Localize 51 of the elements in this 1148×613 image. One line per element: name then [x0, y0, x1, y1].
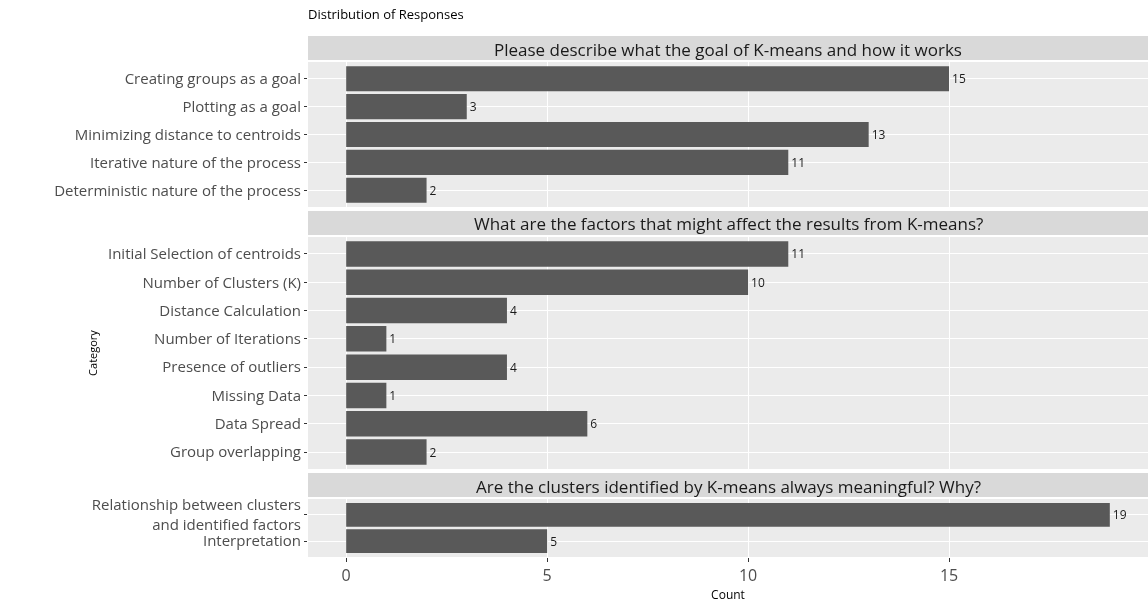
chart-subtitle: Please describe what the goal of K-means and how it works	[494, 38, 962, 61]
y-tick-label: Minimizing distance to centroids	[74, 123, 301, 144]
chart-title: Are the clusters identified by K-means always meaningful? Why?	[476, 475, 982, 498]
data-label: 1	[389, 330, 397, 348]
bar	[346, 269, 749, 295]
y-axis-title: Category	[84, 329, 100, 376]
y-tick-label: Deterministic nature of the process	[54, 179, 301, 200]
x-tick-label: 0	[341, 564, 351, 587]
y-tick-label: Plotting as a goal	[182, 95, 301, 116]
data-label: 13	[871, 126, 886, 143]
bar	[346, 94, 467, 120]
bar	[346, 177, 427, 203]
bar	[346, 326, 387, 352]
y-tick-label: Iterative nature of the process	[90, 151, 301, 172]
bar	[346, 121, 869, 148]
x-tick-label: 10	[738, 564, 758, 587]
x-axis-title: Count	[711, 586, 745, 603]
bar	[346, 354, 507, 380]
bar	[346, 382, 387, 409]
y-tick-label: Group overlapping	[169, 441, 301, 462]
bar	[346, 439, 427, 465]
bar	[346, 149, 789, 175]
data-label: 4	[509, 302, 517, 320]
data-label: 11	[791, 245, 806, 263]
data-label: 3	[469, 98, 477, 116]
chart-title: Distribution of Responses	[308, 5, 464, 24]
data-label: 10	[751, 273, 765, 291]
y-tick-label: Initial Selection of centroids	[107, 243, 301, 264]
bar	[346, 66, 950, 92]
y-tick-label: Number of Iterations	[154, 328, 301, 349]
data-label: 2	[429, 443, 437, 461]
data-label: 2	[429, 181, 437, 199]
y-tick-label: Presence of outliers	[162, 356, 301, 377]
chart-title: What are the factors that might affect the results from K-means?	[474, 212, 984, 235]
y-tick-label: Distance Calculation	[159, 299, 301, 320]
data-label: 1	[389, 386, 397, 404]
bar	[346, 241, 789, 267]
y-tick-label: Data Spread	[214, 412, 301, 433]
data-label: 4	[509, 358, 517, 376]
bar	[346, 411, 588, 437]
data-label: 11	[791, 153, 806, 171]
x-tick-label: 15	[939, 564, 959, 587]
data-label: 5	[550, 532, 558, 550]
y-tick-label: Number of Clusters (K)	[142, 271, 301, 292]
data-label: 19	[1112, 506, 1127, 524]
data-label: 15	[952, 70, 966, 88]
data-label: 6	[590, 415, 598, 433]
y-tick-label: Creating groups as a goal	[124, 67, 301, 88]
y-tick-label: Missing Data	[211, 384, 301, 405]
bar	[346, 297, 507, 324]
x-tick-label: 5	[542, 564, 552, 587]
